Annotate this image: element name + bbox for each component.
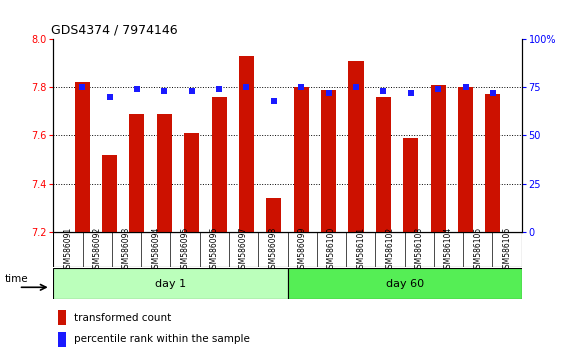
Bar [458,87,473,232]
Point [434,86,443,92]
Text: day 1: day 1 [155,279,186,289]
Text: GSM586102: GSM586102 [385,227,394,273]
Bar [293,87,309,232]
Bar [321,90,336,232]
Text: GSM586098: GSM586098 [268,227,277,273]
Bar [75,82,90,232]
Point [187,88,196,94]
Point [324,90,333,96]
Bar [53,268,287,299]
Bar [431,85,445,232]
Point [105,94,114,99]
Text: percentile rank within the sample: percentile rank within the sample [75,335,250,344]
Point [214,86,223,92]
Text: day 60: day 60 [385,279,424,289]
Text: GSM586094: GSM586094 [151,226,160,273]
Point [461,84,470,90]
Text: GSM586105: GSM586105 [473,227,482,273]
Point [160,88,169,94]
Text: GSM586106: GSM586106 [503,227,512,273]
Point [132,86,141,92]
Text: GSM586095: GSM586095 [181,226,190,273]
Text: time: time [4,274,28,284]
Bar [184,133,199,232]
Point [379,88,388,94]
Bar [58,310,66,325]
Bar [102,155,117,232]
Text: GSM586100: GSM586100 [327,227,336,273]
Point [352,84,361,90]
Point [77,84,86,90]
Point [269,98,278,103]
Bar [239,56,254,232]
Bar [157,114,172,232]
Text: GDS4374 / 7974146: GDS4374 / 7974146 [51,23,178,36]
Text: GSM586092: GSM586092 [93,227,102,273]
Bar [266,198,282,232]
Text: GSM586091: GSM586091 [63,227,72,273]
Bar [403,138,419,232]
Bar [348,61,364,232]
Text: GSM586093: GSM586093 [122,226,131,273]
Text: GSM586097: GSM586097 [239,226,248,273]
Bar [376,97,391,232]
Bar [211,97,227,232]
Text: transformed count: transformed count [75,313,172,323]
Point [297,84,306,90]
Point [242,84,251,90]
Point [406,90,415,96]
Bar [58,332,66,347]
Bar [485,95,500,232]
Text: GSM586096: GSM586096 [210,226,219,273]
Text: GSM586103: GSM586103 [415,227,424,273]
Text: GSM586099: GSM586099 [298,226,307,273]
Text: GSM586101: GSM586101 [356,227,365,273]
Text: GSM586104: GSM586104 [444,227,453,273]
Bar [287,268,522,299]
Bar [130,114,144,232]
Point [489,90,498,96]
